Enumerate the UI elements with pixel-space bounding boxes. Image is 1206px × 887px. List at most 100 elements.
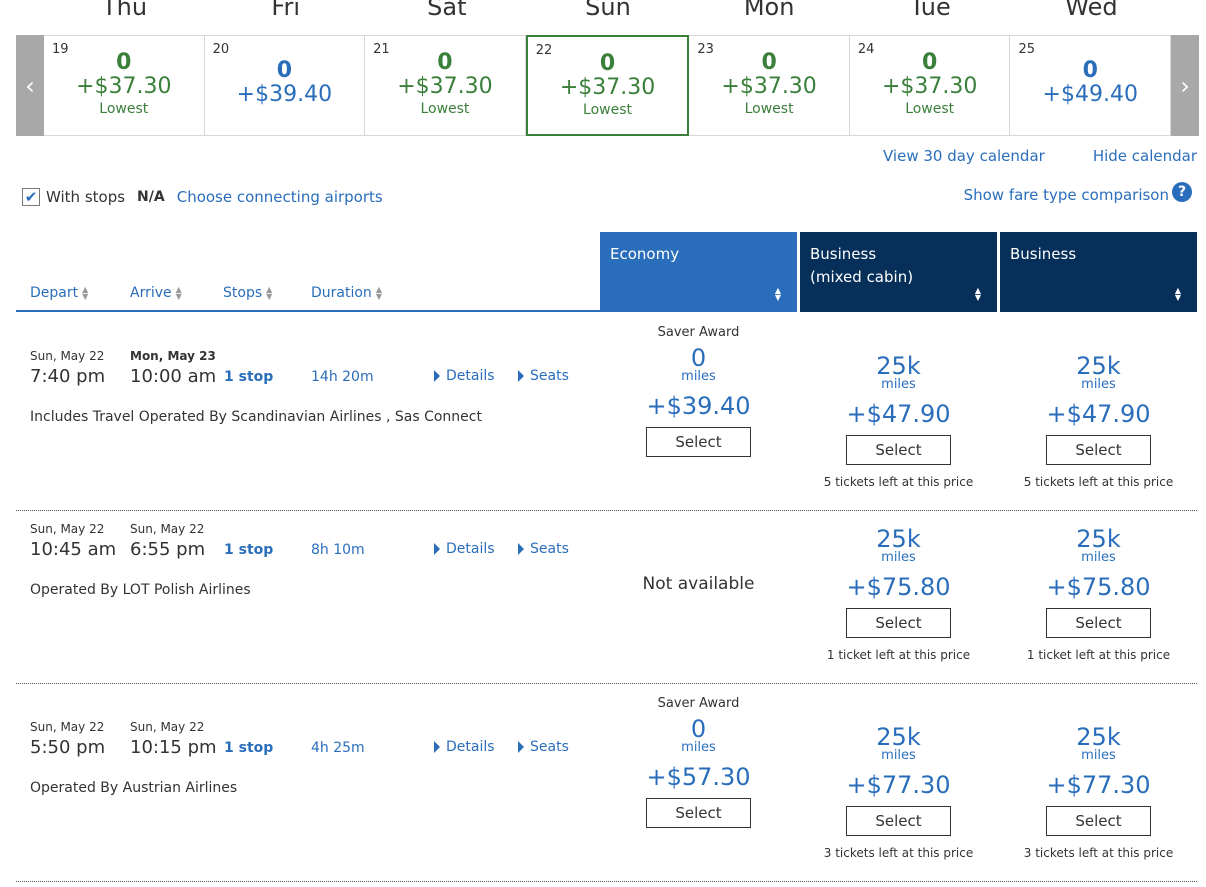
stops-filter: ✔ With stops N/A Choose connecting airpo… — [22, 188, 383, 206]
calendar-day-number: 21 — [373, 42, 390, 57]
weekday-label: Sat — [427, 0, 467, 20]
arrive-time: 10:00 am — [130, 366, 217, 387]
with-stops-checkbox[interactable]: ✔ — [22, 188, 40, 206]
fare-miles-label: miles — [881, 377, 916, 392]
depart-time: 7:40 pm — [30, 366, 106, 387]
sort-icon: ▲ ▼ — [82, 285, 89, 301]
calendar-day-22-selected[interactable]: 22 0 +$37.30 Lowest — [525, 35, 690, 136]
calendar-day-23[interactable]: 23 0 +$37.30 Lowest — [689, 35, 850, 136]
arrive-date: Sun, May 22 — [130, 720, 205, 734]
sort-arrive[interactable]: Arrive ▲ ▼ — [130, 285, 223, 301]
flight-row: Sun, May 22 10:45 am Sun, May 22 6:55 pm… — [16, 511, 1197, 684]
cabin-sublabel: (mixed cabin) — [810, 268, 914, 286]
sort-stops[interactable]: Stops ▲ ▼ — [223, 285, 311, 301]
sort-headers: Depart ▲ ▼ Arrive ▲ ▼ Stops ▲ ▼ Duration ▲ ▼ — [30, 285, 382, 301]
weekday-label: Mon — [743, 0, 795, 20]
weekday-label: Fri — [271, 0, 300, 20]
fare-miles: 25k — [1076, 525, 1121, 553]
flight-row: Sun, May 22 7:40 pm Mon, May 23 10:00 am… — [16, 313, 1197, 511]
fare-miles-label: miles — [1081, 550, 1116, 565]
sort-icon: ▲ ▼ — [774, 286, 781, 302]
choose-connecting-airports-link[interactable]: Choose connecting airports — [176, 188, 383, 206]
fare-business: 25k miles +$77.30 Select 3 tickets left … — [1000, 724, 1197, 860]
select-button[interactable]: Select — [646, 427, 751, 457]
header-divider — [16, 310, 600, 312]
calendar-links: View 30 day calendar Hide calendar — [883, 147, 1197, 165]
view-30-day-calendar-link[interactable]: View 30 day calendar — [883, 147, 1045, 165]
calendar-day-number: 19 — [52, 42, 69, 57]
select-button[interactable]: Select — [1046, 608, 1151, 638]
depart-time: 5:50 pm — [30, 737, 106, 758]
caret-right-icon — [434, 370, 440, 382]
cabin-label: Business — [1010, 245, 1077, 263]
duration: 4h 25m — [311, 740, 365, 756]
caret-right-icon — [518, 543, 524, 555]
seats-link[interactable]: Seats — [518, 739, 569, 755]
fare-miles: 25k — [1076, 723, 1121, 751]
fare-price: +$47.90 — [846, 400, 951, 428]
help-icon[interactable]: ? — [1172, 182, 1192, 202]
calendar-day-24[interactable]: 24 0 +$37.30 Lowest — [849, 35, 1011, 136]
sort-duration[interactable]: Duration ▲ ▼ — [311, 285, 382, 301]
calendar-prev-button[interactable]: ‹ — [16, 35, 44, 136]
sort-depart[interactable]: Depart ▲ ▼ — [30, 285, 130, 301]
depart-date: Sun, May 22 — [30, 522, 105, 536]
select-button[interactable]: Select — [646, 798, 751, 828]
details-link[interactable]: Details — [434, 541, 495, 557]
saver-award-label: Saver Award — [657, 325, 740, 340]
calendar-day-number: 24 — [857, 42, 875, 57]
caret-right-icon — [434, 741, 440, 753]
chevron-left-icon: ‹ — [25, 71, 35, 100]
fare-business: 25k miles +$75.80 Select 1 ticket left a… — [1000, 526, 1197, 662]
sort-label: Arrive — [130, 285, 172, 301]
duration: 8h 10m — [311, 542, 365, 558]
weekday-label: Sun — [585, 0, 631, 20]
calendar-day-25[interactable]: 25 0 +$49.40 — [1010, 35, 1172, 136]
calendar-day-price: +$39.40 — [236, 82, 333, 107]
details-link[interactable]: Details — [434, 368, 495, 384]
fare-price: +$75.80 — [846, 573, 951, 601]
calendar-day-lowest: Lowest — [99, 101, 149, 117]
weekday-label: Wed — [1065, 0, 1118, 20]
calendar-day-21[interactable]: 21 0 +$37.30 Lowest — [365, 35, 526, 136]
fare-business-mixed: 25k miles +$47.90 Select 5 tickets left … — [800, 353, 997, 489]
stops-link[interactable]: 1 stop — [224, 542, 274, 558]
seats-label: Seats — [530, 368, 569, 384]
seats-label: Seats — [530, 541, 569, 557]
calendar-day-number: 25 — [1018, 42, 1036, 57]
select-button[interactable]: Select — [1046, 806, 1151, 836]
calendar-next-button[interactable]: › — [1171, 35, 1200, 136]
details-label: Details — [446, 541, 495, 557]
cabin-label: Economy — [610, 245, 680, 263]
calendar-day-miles: 0 — [437, 50, 453, 75]
cabin-header-business-mixed[interactable]: Business (mixed cabin) ▲ ▼ — [800, 232, 997, 312]
fare-economy: Saver Award 0 miles +$57.30 Select — [600, 696, 797, 828]
show-fare-type-comparison-link[interactable]: Show fare type comparison — [963, 186, 1169, 204]
cabin-header-business[interactable]: Business ▲ ▼ — [1000, 232, 1197, 312]
fare-business-mixed: 25k miles +$75.80 Select 1 ticket left a… — [800, 526, 997, 662]
depart-date: Sun, May 22 — [30, 720, 105, 734]
seats-link[interactable]: Seats — [518, 368, 569, 384]
calendar-day-number: 23 — [697, 42, 714, 57]
tickets-left: 5 tickets left at this price — [823, 475, 974, 489]
fare-price: +$77.30 — [1046, 771, 1151, 799]
calendar-day-20[interactable]: 20 0 +$39.40 — [204, 35, 366, 136]
stops-link[interactable]: 1 stop — [224, 369, 274, 385]
hide-calendar-link[interactable]: Hide calendar — [1092, 147, 1197, 165]
stops-link[interactable]: 1 stop — [224, 740, 274, 756]
fare-business: 25k miles +$47.90 Select 5 tickets left … — [1000, 353, 1197, 489]
select-button[interactable]: Select — [846, 608, 951, 638]
cabin-header-economy[interactable]: Economy ▲ ▼ — [600, 232, 797, 312]
calendar-day-lowest: Lowest — [905, 101, 955, 117]
calendar-day-lowest: Lowest — [420, 101, 470, 117]
select-button[interactable]: Select — [846, 806, 951, 836]
calendar-day-price: +$49.40 — [1042, 82, 1138, 107]
select-button[interactable]: Select — [846, 435, 951, 465]
calendar-day-19[interactable]: 19 0 +$37.30 Lowest — [44, 35, 205, 136]
details-link[interactable]: Details — [434, 739, 495, 755]
calendar-day-miles: 0 — [922, 50, 938, 75]
select-button[interactable]: Select — [1046, 435, 1151, 465]
caret-right-icon — [434, 543, 440, 555]
seats-link[interactable]: Seats — [518, 541, 569, 557]
weekday-label: Tue — [909, 0, 951, 20]
